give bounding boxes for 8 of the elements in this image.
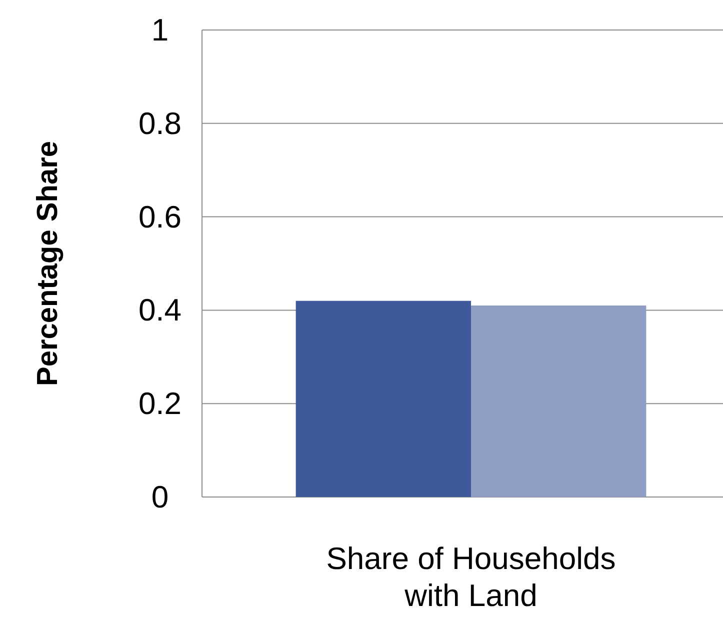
y-tick-label: 0.6	[138, 199, 182, 234]
x-tick-label: Share of Households with Land	[326, 541, 616, 613]
y-tick-label: 0.2	[138, 386, 182, 422]
y-tick-label: 0.8	[138, 106, 182, 141]
y-axis-title: Percentage Share	[32, 140, 64, 386]
y-tick-label: 0	[151, 480, 169, 514]
y-tick-label: 0.4	[138, 292, 182, 328]
y-tick-label: 1	[151, 12, 169, 48]
